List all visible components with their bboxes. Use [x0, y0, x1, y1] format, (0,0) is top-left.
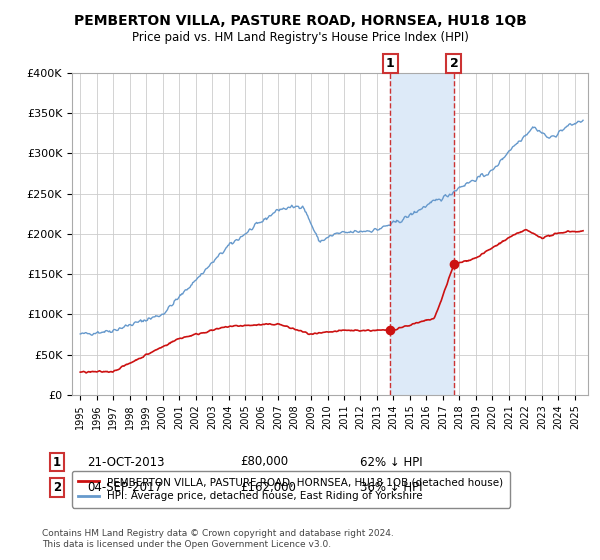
Text: £162,000: £162,000 [240, 480, 296, 494]
Legend: PEMBERTON VILLA, PASTURE ROAD, HORNSEA, HU18 1QB (detached house), HPI: Average : PEMBERTON VILLA, PASTURE ROAD, HORNSEA, … [72, 471, 510, 507]
Text: 1: 1 [386, 57, 395, 70]
Text: 04-SEP-2017: 04-SEP-2017 [87, 480, 162, 494]
Text: Contains HM Land Registry data © Crown copyright and database right 2024.
This d: Contains HM Land Registry data © Crown c… [42, 529, 394, 549]
Text: 36% ↓ HPI: 36% ↓ HPI [360, 480, 422, 494]
Text: PEMBERTON VILLA, PASTURE ROAD, HORNSEA, HU18 1QB: PEMBERTON VILLA, PASTURE ROAD, HORNSEA, … [74, 14, 526, 28]
Text: £80,000: £80,000 [240, 455, 288, 469]
Text: 1: 1 [53, 455, 61, 469]
Text: 21-OCT-2013: 21-OCT-2013 [87, 455, 164, 469]
Bar [390, 73, 454, 395]
Text: 2: 2 [53, 480, 61, 494]
Text: Price paid vs. HM Land Registry's House Price Index (HPI): Price paid vs. HM Land Registry's House … [131, 31, 469, 44]
Text: 2: 2 [449, 57, 458, 70]
Text: 62% ↓ HPI: 62% ↓ HPI [360, 455, 422, 469]
